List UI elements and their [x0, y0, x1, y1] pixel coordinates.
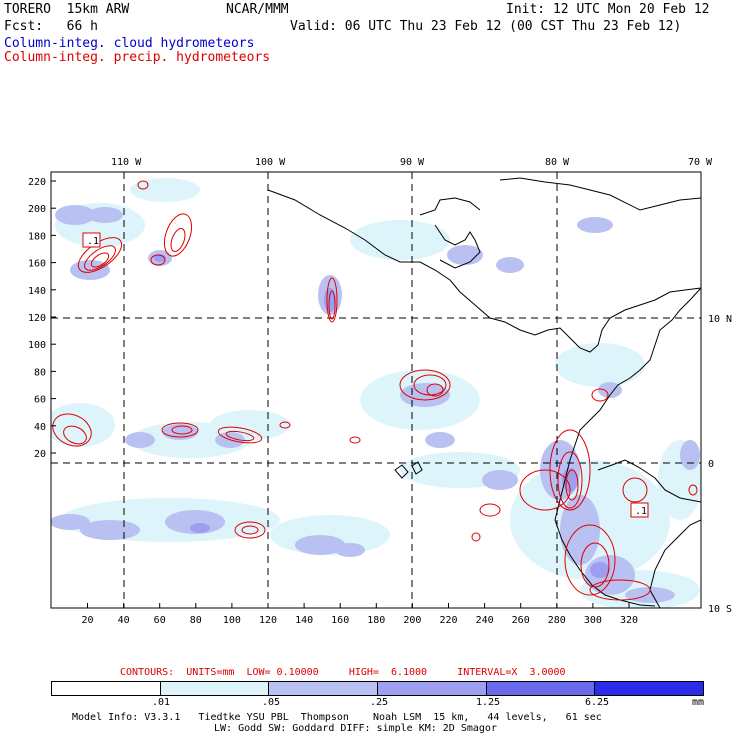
y-tick-label: 160 [28, 259, 46, 270]
minimum-markers: .1 .1 [82, 232, 649, 518]
lat-label-0: 0 [708, 459, 714, 470]
y-tick-label: 120 [28, 313, 46, 324]
colorbar-bin-0 [52, 682, 161, 695]
x-tick-label: 40 [118, 615, 130, 626]
x-axis: 20 40 60 80 100 120 140 160 180 200 220 240 260 280 30… [81, 603, 638, 626]
y-tick-label: 80 [34, 367, 46, 378]
contour-units: UNITS=mm [186, 667, 235, 678]
contour-label: CONTOURS: [120, 667, 175, 678]
colorbar [51, 681, 704, 696]
colorbar-level-1: .01 [152, 697, 171, 708]
x-tick-label: 120 [259, 615, 277, 626]
colorbar-level-2: .05 [262, 697, 281, 708]
min-marker-2: .1 [635, 506, 647, 517]
field-precip-label: Column-integ. precip. hydrometeors [4, 50, 271, 65]
valid-time: Valid: 06 UTC Thu 23 Feb 12 (00 CST Thu … [290, 19, 682, 34]
y-tick-label: 20 [34, 449, 46, 460]
x-tick-label: 220 [439, 615, 457, 626]
lon-label-110w: 110 W [111, 157, 142, 168]
x-tick-label: 320 [620, 615, 638, 626]
field-cloud-label: Column-integ. cloud hydrometeors [4, 36, 255, 51]
x-tick-label: 80 [190, 615, 202, 626]
x-tick-label: 140 [295, 615, 313, 626]
y-tick-label: 200 [28, 204, 46, 215]
x-tick-label: 260 [512, 615, 530, 626]
contour-high: HIGH= 6.1000 [348, 667, 428, 678]
model-info-line2: LW: Godd SW: Goddard DIFF: simple KM: 2D… [214, 723, 497, 734]
cloud-field [51, 178, 701, 608]
longitude-labels: 110 W 100 W 90 W 80 W 70 W [111, 157, 713, 168]
y-tick-label: 140 [28, 286, 46, 297]
contour-low: LOW= 0.10000 [246, 667, 319, 678]
x-tick-label: 200 [403, 615, 421, 626]
x-tick-label: 240 [476, 615, 494, 626]
contour-info: CONTOURS: UNITS=mm LOW= 0.10000 HIGH= 6.… [120, 666, 566, 680]
colorbar-level-3: .25 [370, 697, 389, 708]
colorbar-bin-4 [486, 682, 596, 695]
y-tick-label: 100 [28, 340, 46, 351]
colorbar-level-4: 1.25 [476, 697, 501, 708]
organization: NCAR/MMM [226, 2, 289, 17]
x-tick-label: 160 [331, 615, 349, 626]
colorbar-bin-1 [160, 682, 270, 695]
contour-interval: INTERVAL=X 3.0000 [457, 667, 566, 678]
latitude-labels: 10 N 0 10 S [708, 314, 732, 615]
lon-label-70w: 70 W [688, 157, 713, 168]
graticule [51, 172, 701, 608]
model-title: TORERO 15km ARW [4, 2, 130, 17]
x-tick-label: 20 [81, 615, 93, 626]
lon-label-90w: 90 W [400, 157, 425, 168]
precip-contours [52, 180, 698, 601]
lon-label-80w: 80 W [545, 157, 570, 168]
y-tick-label: 60 [34, 395, 46, 406]
lat-label-10n: 10 N [708, 314, 732, 325]
lat-label-10s: 10 S [708, 604, 732, 615]
y-tick-label: 180 [28, 231, 46, 242]
model-info-line1: Model Info: V3.3.1 Tiedtke YSU PBL Thomp… [72, 712, 602, 723]
forecast-hour: Fcst: 66 h [4, 19, 98, 34]
x-tick-label: 280 [548, 615, 566, 626]
colorbar-level-5: 6.25 [585, 697, 610, 708]
y-tick-label: 220 [28, 177, 46, 188]
lon-label-100w: 100 W [255, 157, 286, 168]
y-tick-label: 40 [34, 422, 46, 433]
x-tick-label: 180 [367, 615, 385, 626]
x-tick-label: 300 [584, 615, 602, 626]
colorbar-unit: mm [692, 697, 705, 708]
init-time: Init: 12 UTC Mon 20 Feb 12 [506, 2, 710, 17]
x-tick-label: 100 [223, 615, 241, 626]
colorbar-bin-2 [269, 682, 379, 695]
y-axis: 220 200 180 160 140 120 100 80 60 40 20 [28, 177, 56, 460]
colorbar-bin-5 [595, 682, 704, 695]
x-tick-label: 60 [154, 615, 166, 626]
colorbar-bin-3 [378, 682, 487, 695]
coastlines [267, 177, 701, 608]
min-marker-1: .1 [87, 236, 99, 247]
